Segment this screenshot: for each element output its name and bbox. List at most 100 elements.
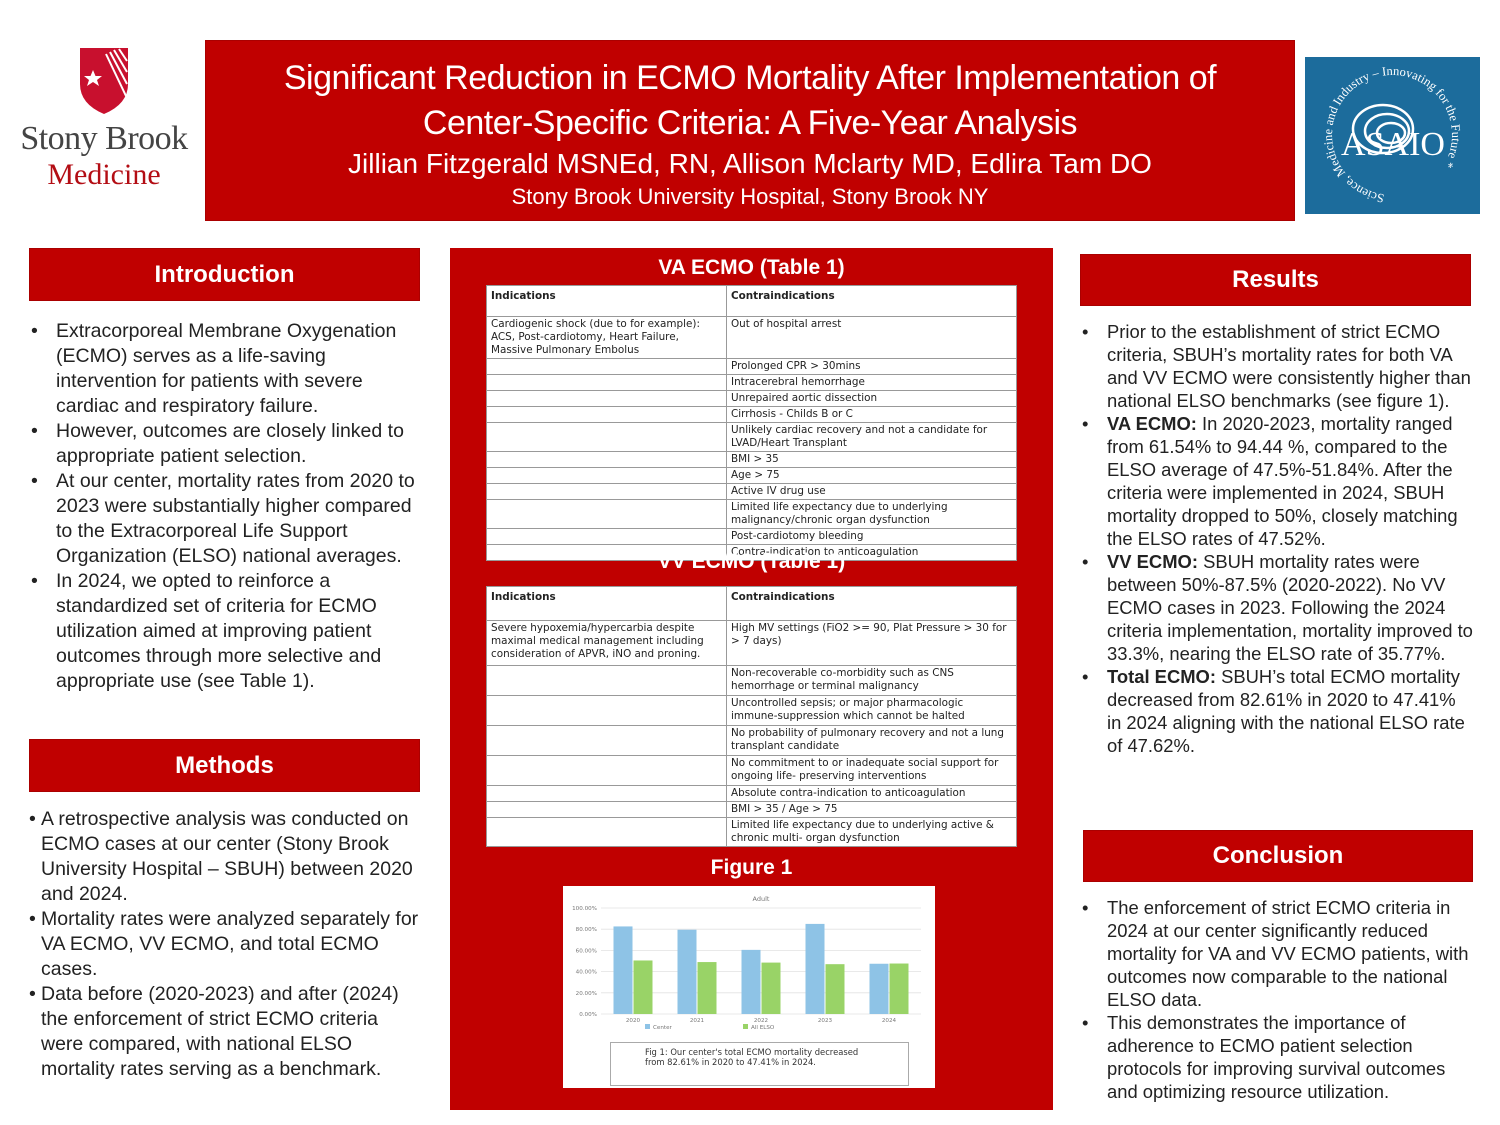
poster-title: Significant Reduction in ECMO Mortality …	[206, 41, 1294, 146]
bar-center-2023	[805, 923, 825, 1014]
methods-heading: Methods	[29, 739, 420, 792]
figure-caption: Fig 1: Our center's total ECMO mortality…	[610, 1042, 909, 1086]
introduction-bullet: At our center, mortality rates from 2020…	[29, 469, 421, 569]
results-bullet-text: In 2020-2023, mortality ranged from 61.5…	[1107, 413, 1458, 549]
indication-cell	[486, 422, 727, 452]
indication-cell	[486, 785, 727, 802]
contraindication-cell: Active IV drug use	[726, 483, 1017, 500]
contraindication-cell: Uncontrolled sepsis; or major pharmacolo…	[726, 695, 1017, 726]
indications-header: Indications	[486, 586, 727, 621]
x-tick-label: 2024	[882, 1018, 897, 1024]
stony-brook-logo: Stony Brook Medicine	[14, 44, 194, 194]
tables-figure-panel: VA ECMO (Table 1) Indications Contraindic…	[450, 248, 1053, 1110]
bar-all-elso-2024	[889, 963, 909, 1014]
indication-cell	[486, 665, 727, 696]
indication-cell	[486, 801, 727, 818]
table-header-row: Indications Contraindications	[486, 586, 1017, 621]
introduction-heading: Introduction	[29, 248, 420, 301]
contraindications-header: Contraindications	[726, 586, 1017, 621]
vv-ecmo-table: Indications Contraindications Severe hypox…	[486, 586, 1017, 847]
y-tick-label: 80.00%	[576, 927, 597, 933]
bar-all-elso-2022	[761, 962, 781, 1014]
contraindication-cell: No commitment to or inadequate social su…	[726, 755, 1017, 786]
results-bullet: Total ECMO: SBUH’s total ECMO mortality …	[1080, 665, 1475, 757]
results-body: Prior to the establishment of strict ECM…	[1080, 320, 1475, 757]
results-bullet-text: Prior to the establishment of strict ECM…	[1107, 321, 1471, 411]
indication-cell	[486, 755, 727, 786]
x-tick-label: 2021	[690, 1018, 705, 1024]
vv-table-title: VV ECMO (Table 1)	[657, 550, 846, 573]
indication-cell	[486, 467, 727, 484]
table-row: Uncontrolled sepsis; or major pharmacolo…	[486, 695, 1017, 726]
methods-bullet: Data before (2020-2023) and after (2024)…	[29, 982, 421, 1082]
contraindication-cell: Intracerebral hemorrhage	[726, 374, 1017, 391]
bar-all-elso-2020	[633, 960, 653, 1014]
introduction-bullet: In 2024, we opted to reinforce a standar…	[29, 569, 421, 694]
figure-heading: Figure 1	[710, 856, 793, 879]
contraindication-cell: Cirrhosis - Childs B or C	[726, 406, 1017, 423]
x-tick-label: 2023	[818, 1018, 833, 1024]
methods-bullet: A retrospective analysis was conducted o…	[29, 807, 421, 907]
table-row: No commitment to or inadequate social su…	[486, 755, 1017, 786]
logo-line-medicine: Medicine	[47, 158, 161, 191]
indication-cell	[486, 451, 727, 468]
results-list: Prior to the establishment of strict ECM…	[1080, 320, 1475, 757]
results-bullet-lead: VA ECMO:	[1107, 413, 1197, 434]
table-row: Limited life expectancy due to underlyin…	[486, 499, 1017, 529]
conclusion-bullet: This demonstrates the importance of adhe…	[1080, 1011, 1475, 1103]
table-row: Limited life expectancy due to underlyin…	[486, 817, 1017, 847]
bar-center-2021	[677, 929, 697, 1014]
introduction-list: Extracorporeal Membrane Oxygenation (ECM…	[29, 319, 421, 694]
methods-bullet: Mortality rates were analyzed separately…	[29, 907, 421, 982]
indication-cell	[486, 406, 727, 423]
table-row: Cardiogenic shock (due to for example): …	[486, 316, 1017, 359]
indication-cell	[486, 374, 727, 391]
legend-label: Center	[653, 1025, 673, 1031]
x-tick-label: 2022	[754, 1018, 768, 1024]
contraindications-header: Contraindications	[726, 285, 1017, 317]
y-tick-label: 40.00%	[576, 970, 597, 976]
bar-all-elso-2021	[697, 962, 717, 1014]
indication-cell: Severe hypoxemia/hypercarbia despite max…	[486, 620, 727, 666]
contraindication-cell: Non-recoverable co-morbidity such as CNS…	[726, 665, 1017, 696]
bar-center-2022	[741, 949, 761, 1014]
table-row: Age > 75	[486, 467, 1017, 484]
y-tick-label: 0.00%	[579, 1012, 597, 1018]
table-header-row: Indications Contraindications	[486, 285, 1017, 317]
asaio-wordmark: ASAIO	[1341, 126, 1445, 163]
conclusion-body: The enforcement of strict ECMO criteria …	[1080, 896, 1475, 1103]
logo-line-stony-brook: Stony Brook	[20, 120, 188, 157]
contraindication-cell: Age > 75	[726, 467, 1017, 484]
results-bullet-text: SBUH mortality rates were between 50%-87…	[1107, 551, 1473, 664]
contraindication-cell: Contra-indication to anticoagulation	[726, 544, 1017, 561]
methods-list: A retrospective analysis was conducted o…	[29, 807, 421, 1082]
indication-cell	[486, 358, 727, 375]
contraindication-cell: Unrepaired aortic dissection	[726, 390, 1017, 407]
contraindication-cell: Unlikely cardiac recovery and not a cand…	[726, 422, 1017, 452]
indication-cell	[486, 528, 727, 545]
indication-cell	[486, 817, 727, 847]
table-row: Prolonged CPR > 30mins	[486, 358, 1017, 375]
introduction-bullet: Extracorporeal Membrane Oxygenation (ECM…	[29, 319, 421, 419]
contraindication-cell: Absolute contra-indication to anticoagul…	[726, 785, 1017, 802]
legend-swatch	[645, 1024, 650, 1029]
indication-cell	[486, 725, 727, 756]
mortality-bar-chart: Adult 0.00% 20.00% 40.00% 60.00% 80.00% 100.00…	[572, 895, 921, 1031]
conclusion-heading: Conclusion	[1083, 830, 1473, 882]
indication-cell	[486, 390, 727, 407]
legend-label: All ELSO	[751, 1025, 775, 1031]
table-row: No probability of pulmonary recovery and…	[486, 725, 1017, 756]
contraindication-cell: Limited life expectancy due to underlyin…	[726, 817, 1017, 847]
contraindication-cell: Out of hospital arrest	[726, 316, 1017, 359]
conclusion-list: The enforcement of strict ECMO criteria …	[1080, 896, 1475, 1103]
contraindication-cell: High MV settings (FiO2 >= 90, Plat Press…	[726, 620, 1017, 666]
results-bullet-lead: VV ECMO:	[1107, 551, 1198, 572]
table-row: Non-recoverable co-morbidity such as CNS…	[486, 665, 1017, 696]
introduction-bullet: However, outcomes are closely linked to …	[29, 419, 421, 469]
methods-body: A retrospective analysis was conducted o…	[29, 807, 421, 1082]
contraindication-cell: BMI > 35 / Age > 75	[726, 801, 1017, 818]
y-tick-label: 60.00%	[576, 948, 597, 954]
table-row: Severe hypoxemia/hypercarbia despite max…	[486, 620, 1017, 666]
va-ecmo-table: Indications Contraindications Cardiogenic …	[486, 285, 1017, 561]
table-row: Active IV drug use	[486, 483, 1017, 500]
